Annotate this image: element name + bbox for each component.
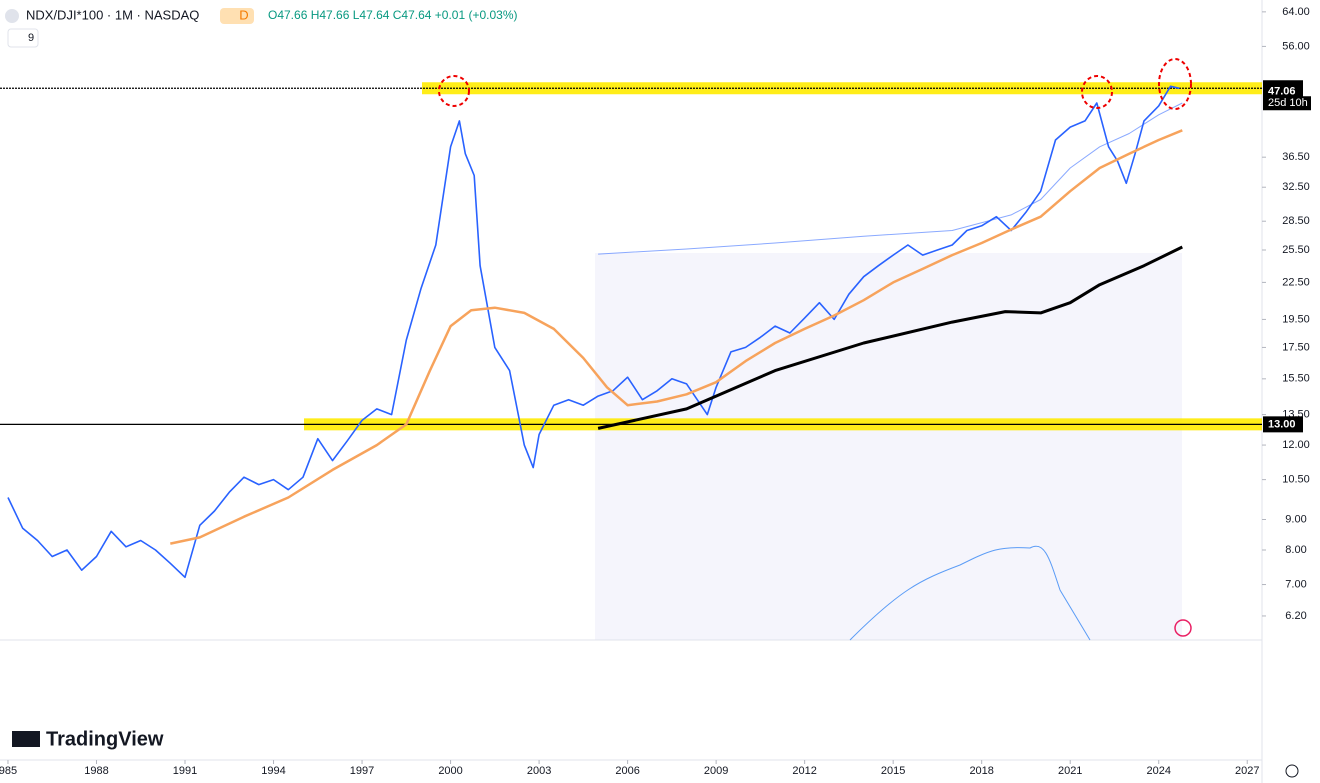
level-label: 13.00 xyxy=(1268,418,1296,430)
x-tick-label: 2006 xyxy=(615,765,639,777)
highlight-circle xyxy=(1081,75,1113,109)
x-tick-label: 1997 xyxy=(350,765,374,777)
symbol[interactable]: NDX/DJI*100 · 1M · NASDAQ xyxy=(26,7,199,22)
x-tick-label: 2003 xyxy=(527,765,551,777)
y-tick-label: 17.50 xyxy=(1282,341,1310,353)
y-tick-label: 12.00 xyxy=(1282,439,1310,451)
series-line xyxy=(598,102,1183,255)
x-tick-label: 2000 xyxy=(438,765,462,777)
x-tick-label: 1994 xyxy=(261,765,285,777)
shaded-range xyxy=(595,253,1182,640)
y-tick-label: 28.50 xyxy=(1282,215,1310,227)
alert-icon[interactable] xyxy=(1174,619,1192,637)
series-line xyxy=(597,245,1183,430)
sub-indicator xyxy=(849,545,1091,641)
y-tick-label: 25.50 xyxy=(1282,244,1310,256)
brand: TradingView xyxy=(46,728,164,750)
x-tick-label: 2018 xyxy=(969,765,993,777)
x-tick-label: 2009 xyxy=(704,765,728,777)
y-tick-label: 64.00 xyxy=(1282,6,1310,18)
y-tick-label: 56.00 xyxy=(1282,40,1310,52)
y-tick-label: 36.50 xyxy=(1282,151,1310,163)
y-tick-label: 6.20 xyxy=(1285,610,1306,622)
indicator-count: 9 xyxy=(28,32,34,44)
y-tick-label: 15.50 xyxy=(1282,373,1310,385)
countdown-bg xyxy=(1263,96,1311,111)
y-tick-label: 10.50 xyxy=(1282,474,1310,486)
series-line xyxy=(170,129,1183,545)
highlight-circle xyxy=(438,75,470,107)
x-tick-label: 2027 xyxy=(1235,765,1259,777)
level-label-bg xyxy=(1263,416,1303,433)
price-label: 47.06 xyxy=(1268,85,1296,97)
brand-logo xyxy=(12,731,40,747)
badge: D xyxy=(239,7,248,22)
y-tick-label: 9.00 xyxy=(1285,513,1306,525)
indicator-toggle[interactable] xyxy=(7,28,39,48)
x-tick-label: 2021 xyxy=(1058,765,1082,777)
settings-icon[interactable] xyxy=(1285,764,1299,778)
countdown: 25d 10h xyxy=(1268,97,1308,109)
ohlc: O47.66 H47.66 L47.64 C47.64 +0.01 (+0.03… xyxy=(268,8,518,22)
x-tick-label: 2015 xyxy=(881,765,905,777)
y-tick-label: 7.00 xyxy=(1285,578,1306,590)
series-line xyxy=(7,85,1180,579)
price-label-bg xyxy=(1263,83,1303,100)
y-tick-label: 22.50 xyxy=(1282,276,1310,288)
x-tick-label: 2012 xyxy=(792,765,816,777)
x-tick-label: 985 xyxy=(0,765,17,777)
x-tick-label: 1991 xyxy=(173,765,197,777)
badge-bg xyxy=(220,8,254,24)
symbol-icon xyxy=(5,9,19,23)
x-tick-label: 2024 xyxy=(1146,765,1170,777)
y-tick-label: 32.50 xyxy=(1282,181,1310,193)
highlight-circle xyxy=(1158,58,1192,110)
y-tick-label: 8.00 xyxy=(1285,544,1306,556)
plot-area xyxy=(0,82,1262,579)
x-tick-label: 1988 xyxy=(84,765,108,777)
y-tick-label: 19.50 xyxy=(1282,313,1310,325)
